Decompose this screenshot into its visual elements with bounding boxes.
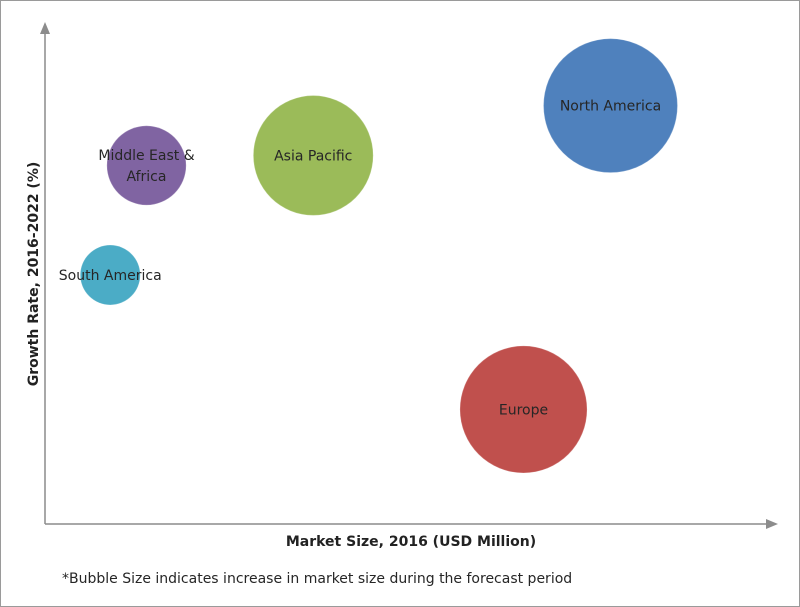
y-axis-arrow-icon bbox=[40, 22, 50, 34]
axes bbox=[40, 22, 778, 529]
bubble-label-asia-pacific: Asia Pacific bbox=[274, 148, 352, 164]
bubble-label-europe: Europe bbox=[499, 402, 548, 418]
bubble-middle-east-africa bbox=[106, 125, 187, 206]
y-axis-title: Growth Rate, 2016-2022 (%) bbox=[26, 162, 42, 387]
bubble-label-middle-east-africa-line-2: Africa bbox=[127, 169, 167, 185]
bubble-europe bbox=[459, 345, 588, 474]
bubbles: North America Asia Pacific Middle East & Af… bbox=[59, 38, 678, 474]
bubble-label-middle-east-africa-line-1: Middle East & bbox=[98, 148, 194, 164]
x-axis-title: Market Size, 2016 (USD Million) bbox=[286, 534, 536, 550]
bubble-asia-pacific bbox=[252, 95, 374, 216]
bubble-north-america bbox=[543, 38, 678, 174]
bubble-south-america bbox=[79, 244, 141, 306]
footnote: *Bubble Size indicates increase in marke… bbox=[62, 571, 573, 587]
bubble-label-north-america: North America bbox=[560, 99, 661, 115]
bubble-label-south-america: South America bbox=[59, 268, 162, 284]
x-axis-arrow-icon bbox=[766, 519, 778, 529]
